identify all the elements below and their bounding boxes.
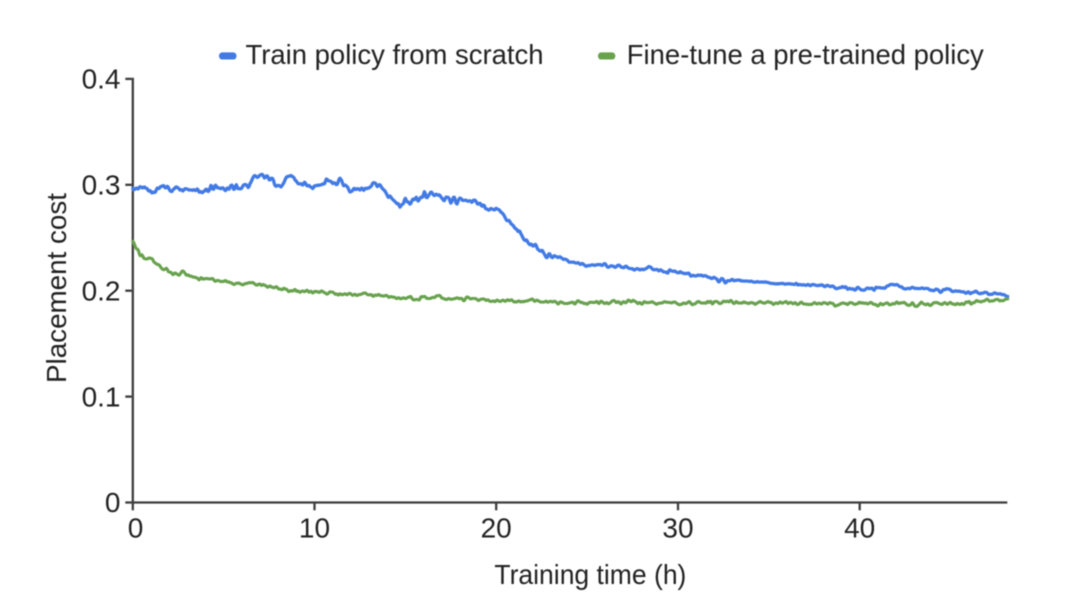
svg-text:Fine-tune a pre-trained policy: Fine-tune a pre-trained policy	[627, 39, 984, 70]
svg-text:Training time (h): Training time (h)	[494, 559, 686, 590]
svg-text:0.3: 0.3	[82, 170, 121, 201]
svg-text:Train policy from scratch: Train policy from scratch	[246, 39, 544, 70]
svg-text:20: 20	[481, 513, 512, 544]
svg-text:40: 40	[844, 513, 875, 544]
svg-text:0.2: 0.2	[82, 275, 121, 306]
svg-text:Placement cost: Placement cost	[41, 193, 72, 383]
svg-text:10: 10	[299, 513, 330, 544]
svg-text:0.1: 0.1	[82, 381, 121, 412]
svg-text:0: 0	[105, 487, 121, 518]
svg-text:0: 0	[128, 513, 144, 544]
svg-text:30: 30	[662, 513, 693, 544]
svg-text:0.4: 0.4	[82, 64, 121, 95]
